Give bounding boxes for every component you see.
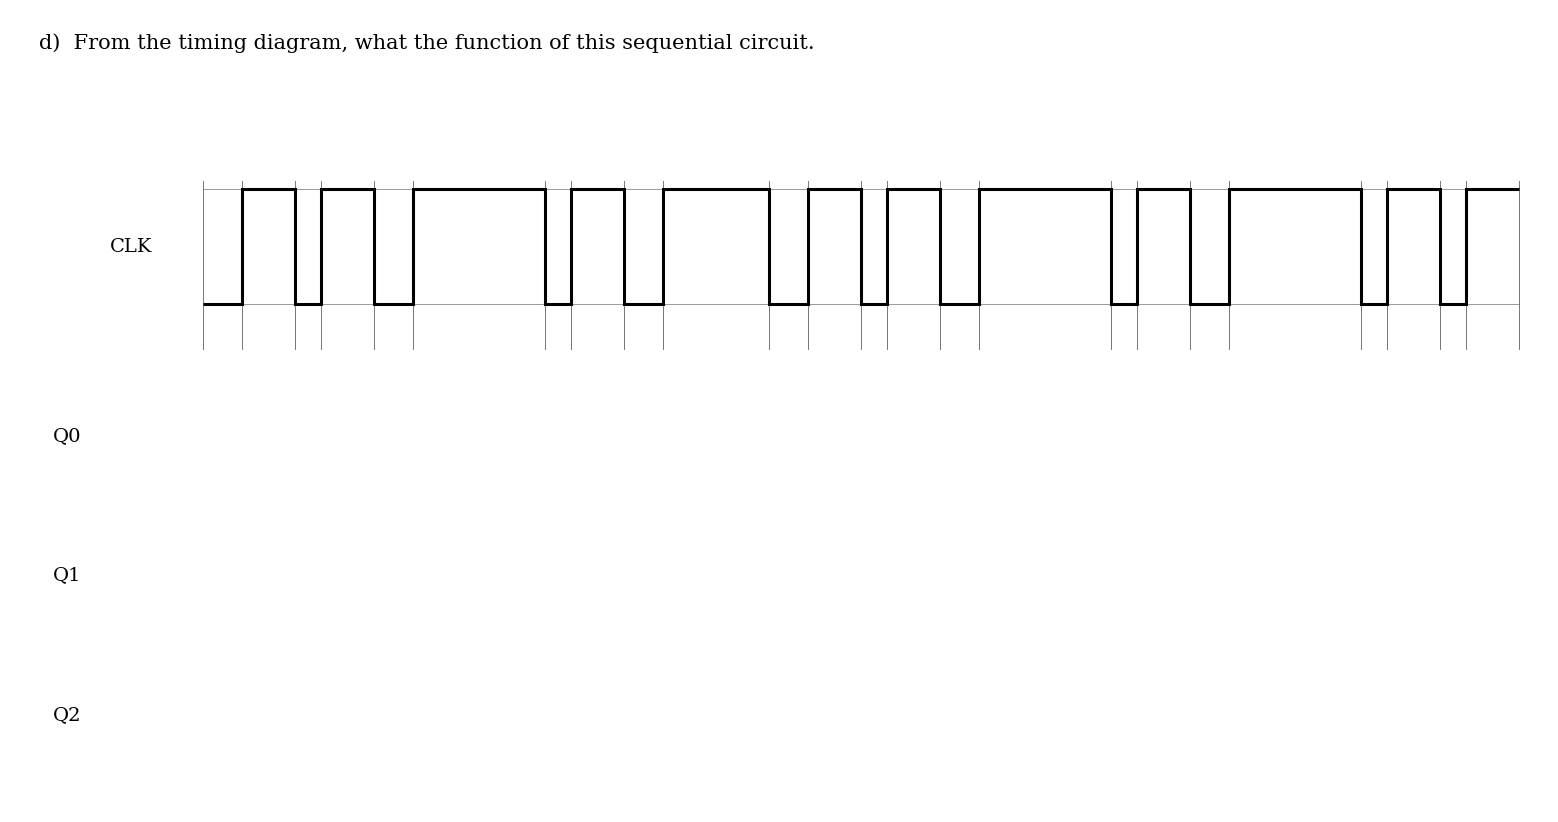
Text: Q0: Q0: [53, 427, 81, 445]
Text: d)  From the timing diagram, what the function of this sequential circuit.: d) From the timing diagram, what the fun…: [39, 33, 815, 53]
Text: Q2: Q2: [53, 706, 81, 724]
Text: CLK: CLK: [111, 238, 153, 256]
Text: Q1: Q1: [53, 566, 81, 584]
